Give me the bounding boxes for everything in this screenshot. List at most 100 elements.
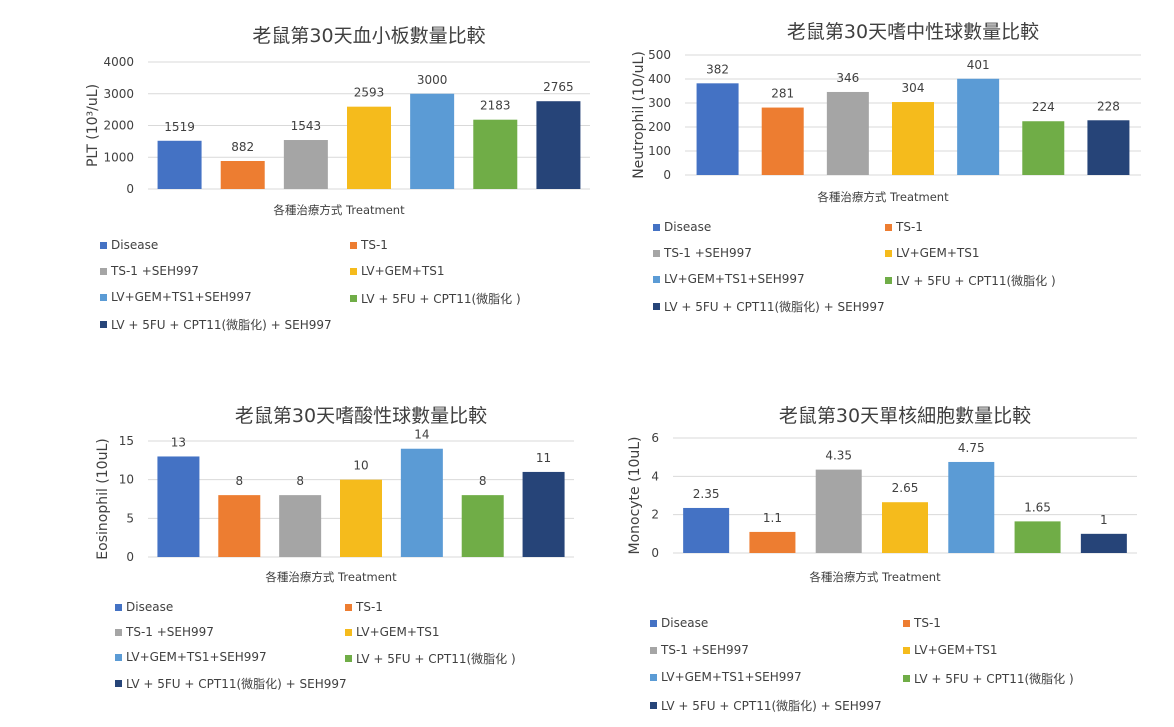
legend-label: TS-1 +SEH997 [661,643,749,657]
legend-item: LV+GEM+TS1+SEH997 [650,670,802,684]
legend-label: LV + 5FU + CPT11(微脂化 ) [914,672,1074,686]
legend-item: LV+GEM+TS1 [345,625,440,639]
data-label: 2593 [354,86,385,100]
chart-title: 老鼠第30天單核細胞數量比較 [779,405,1031,427]
data-label: 382 [706,62,729,76]
legend-label: LV + 5FU + CPT11(微脂化) + SEH997 [664,300,885,314]
data-label: 224 [1032,100,1055,114]
data-label: 8 [235,474,243,488]
bar-1 [696,83,739,175]
legend-swatch [650,702,657,709]
y-tick-label: 4000 [103,55,134,69]
legend-swatch [115,603,122,611]
x-axis-label: 各種治療方式 Treatment [817,190,949,204]
bar-2 [761,107,804,175]
data-label: 2765 [543,80,574,94]
legend-swatch [653,303,660,310]
legend-label: LV+GEM+TS1+SEH997 [111,290,252,304]
legend-item: TS-1 [885,220,923,234]
legend-item: TS-1 +SEH997 [115,625,214,639]
bar-7 [1080,533,1127,553]
bar-5 [957,78,1000,175]
bar-4 [892,102,934,175]
legend-label: TS-1 [356,600,383,614]
bar-3 [826,91,869,175]
legend-swatch [115,653,122,661]
data-label: 4.35 [825,449,852,463]
chart-title: 老鼠第30天嗜酸性球數量比較 [235,405,487,427]
y-axis-label: PLT (10³/uL) [85,84,101,167]
bar-7 [536,101,581,189]
data-label: 1 [1100,513,1108,527]
legend-swatch [650,646,657,654]
legend-item: Disease [100,238,158,252]
y-tick-label: 2 [651,508,659,522]
legend-item: TS-1 +SEH997 [653,246,752,260]
legend-item: LV + 5FU + CPT11(微脂化 ) [345,650,516,667]
data-label: 304 [902,81,925,95]
legend-item: LV + 5FU + CPT11(微脂化) + SEH997 [115,675,347,692]
y-tick-label: 10 [119,473,134,487]
legend-swatch [885,249,892,257]
bar-5 [410,93,455,189]
legend-item: TS-1 [903,616,941,630]
bar-3 [279,495,322,557]
bar-4 [882,502,928,553]
legend-label: TS-1 +SEH997 [126,625,214,639]
legend-swatch [115,680,122,687]
legend-label: TS-1 +SEH997 [111,264,199,278]
legend-item: Disease [115,600,173,614]
legend-item: TS-1 [350,238,388,252]
data-label: 882 [231,140,254,154]
legend-item: LV + 5FU + CPT11(微脂化) + SEH997 [650,697,882,714]
y-tick-label: 0 [126,550,134,564]
legend-swatch [350,267,357,275]
data-label: 2.65 [892,481,919,495]
data-label: 8 [479,474,487,488]
bar-7 [1087,120,1130,175]
chart-title: 老鼠第30天血小板數量比較 [252,25,485,47]
legend-label: TS-1 +SEH997 [664,246,752,260]
eosinophil-chart: 老鼠第30天嗜酸性球數量比較 0 5 10 15 13 8 8 10 14 8 11 各種治療方式 Tr… [95,405,574,584]
y-tick-label: 0 [126,182,134,196]
x-axis-label: 各種治療方式 Treatment [273,203,405,217]
y-tick-label: 0 [651,546,659,560]
legend-item: TS-1 +SEH997 [650,643,749,657]
data-label: 11 [536,451,551,465]
y-axis-label: Monocyte (10uL) [627,436,643,554]
bar-6 [1022,121,1065,175]
data-label: 2183 [480,99,511,113]
legend-label: LV+GEM+TS1+SEH997 [126,650,267,664]
y-tick-label: 1000 [103,150,134,164]
legend-item: LV+GEM+TS1 [885,246,980,260]
data-label: 281 [771,87,794,101]
legend-swatch [115,628,122,636]
data-label: 1.65 [1024,500,1051,514]
bar-6 [1014,521,1061,553]
platelet-chart: 老鼠第30天血小板數量比較 0 1000 2000 3000 4000 1519 882 154… [85,25,590,217]
legend-label: LV + 5FU + CPT11(微脂化) + SEH997 [661,699,882,713]
legend-swatch [345,603,352,611]
bar-3 [283,140,328,189]
data-label: 10 [353,459,368,473]
data-label: 3000 [417,73,448,87]
legend-label: LV+GEM+TS1 [361,264,445,278]
legend-label: LV+GEM+TS1 [356,625,440,639]
legend-item: Disease [653,220,711,234]
legend-item: TS-1 +SEH997 [100,264,199,278]
legend-item: LV + 5FU + CPT11(微脂化 ) [885,272,1056,289]
legend-swatch [345,628,352,636]
data-label: 14 [414,428,429,442]
bar-7 [522,471,565,557]
legend-swatch [350,241,357,249]
legend-swatch [885,223,892,231]
bar-6 [461,495,504,557]
legend-item: LV + 5FU + CPT11(微脂化) + SEH997 [100,316,332,333]
legend-swatch [100,321,107,328]
y-tick-label: 2000 [103,119,134,133]
data-label: 13 [171,435,186,449]
data-label: 4.75 [958,441,985,455]
legend-item: LV+GEM+TS1 [903,643,998,657]
y-tick-label: 6 [651,431,659,445]
monocyte-chart: 老鼠第30天單核細胞數量比較 0 2 4 6 2.35 1.1 4.35 2.65 4.75 1.6… [627,405,1137,584]
